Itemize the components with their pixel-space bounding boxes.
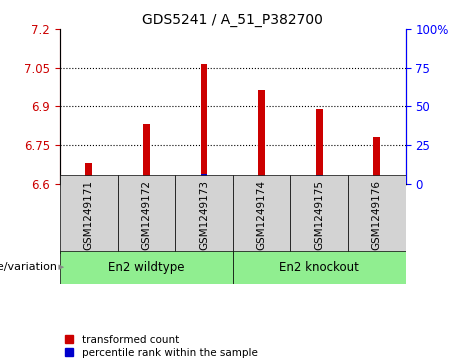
- Text: GSM1249176: GSM1249176: [372, 180, 382, 249]
- Bar: [316, 175, 323, 184]
- Bar: [201, 174, 207, 184]
- Bar: [258, 90, 265, 184]
- Title: GDS5241 / A_51_P382700: GDS5241 / A_51_P382700: [142, 13, 323, 26]
- Text: GSM1249172: GSM1249172: [142, 180, 151, 249]
- Text: GSM1249171: GSM1249171: [84, 180, 94, 249]
- Bar: [60, 251, 233, 284]
- Bar: [348, 175, 406, 254]
- Text: genotype/variation: genotype/variation: [0, 262, 57, 272]
- Bar: [233, 251, 406, 284]
- Text: GSM1249174: GSM1249174: [257, 180, 266, 249]
- Bar: [316, 109, 323, 184]
- Bar: [85, 177, 92, 184]
- Bar: [201, 64, 207, 184]
- Bar: [143, 125, 150, 184]
- Bar: [233, 175, 290, 254]
- Bar: [85, 163, 92, 184]
- Bar: [143, 177, 150, 184]
- Bar: [60, 175, 118, 254]
- Bar: [373, 137, 380, 184]
- Bar: [258, 176, 265, 184]
- Text: GSM1249173: GSM1249173: [199, 180, 209, 249]
- Bar: [373, 177, 380, 184]
- Text: En2 knockout: En2 knockout: [279, 261, 359, 274]
- Bar: [175, 175, 233, 254]
- Text: En2 wildtype: En2 wildtype: [108, 261, 184, 274]
- Bar: [290, 175, 348, 254]
- Text: GSM1249175: GSM1249175: [314, 180, 324, 249]
- Bar: [118, 175, 175, 254]
- Legend: transformed count, percentile rank within the sample: transformed count, percentile rank withi…: [65, 335, 258, 358]
